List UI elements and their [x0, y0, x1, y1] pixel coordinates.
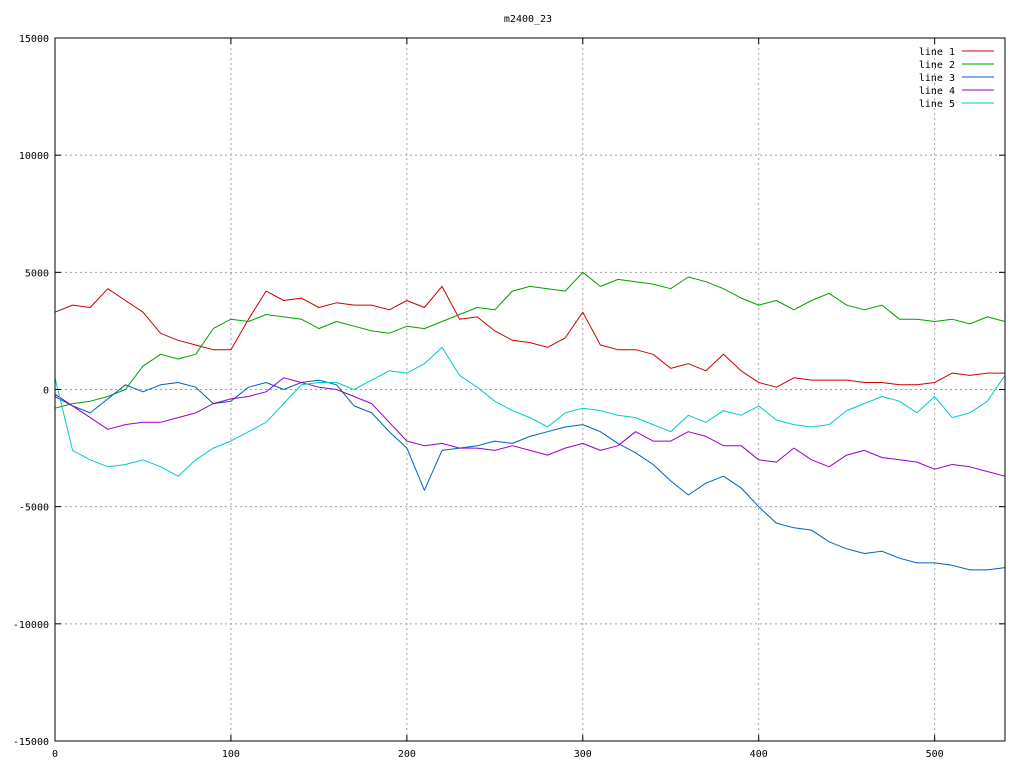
series-line-4	[54, 377, 1006, 477]
legend: line 1 line 2 line 3 line 4 line 5	[919, 47, 994, 110]
series-line-1	[54, 285, 1005, 388]
x-tick-label: 300	[574, 749, 592, 760]
y-tick-label: 5000	[25, 268, 49, 279]
legend-label: line 2	[919, 60, 955, 71]
chart-title: m2400_23	[504, 14, 552, 25]
y-tick-label: 0	[43, 386, 49, 397]
y-tick-label: 15000	[19, 34, 49, 45]
legend-label: line 5	[919, 99, 955, 110]
axis-ticks: 0 100 200 300 400 500 -15000 -10000 -5000 0 5000 10…	[13, 34, 1005, 760]
x-tick-label: 0	[52, 749, 58, 760]
legend-label: line 1	[919, 47, 955, 58]
y-tick-label: -15000	[13, 737, 49, 748]
series-line-2	[54, 271, 1006, 409]
x-tick-label: 400	[750, 749, 768, 760]
legend-label: line 4	[919, 86, 955, 97]
grid-lines	[55, 38, 1005, 741]
x-tick-label: 500	[926, 749, 944, 760]
series-line-5	[54, 346, 1006, 477]
legend-label: line 3	[919, 73, 955, 84]
y-tick-label: -5000	[19, 503, 49, 514]
series-lines	[54, 271, 1006, 571]
series-line-3	[54, 379, 1006, 571]
x-tick-label: 100	[222, 749, 240, 760]
y-tick-label: -10000	[13, 620, 49, 631]
y-tick-label: 10000	[19, 151, 49, 162]
x-tick-label: 200	[398, 749, 416, 760]
